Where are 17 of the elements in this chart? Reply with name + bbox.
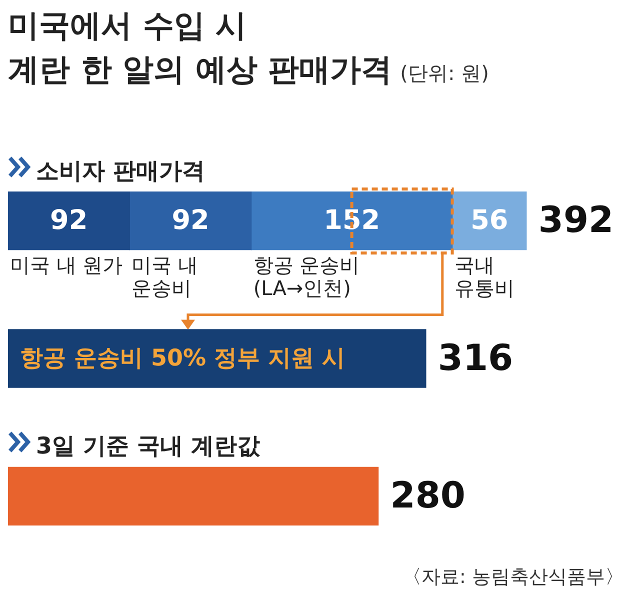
text: 〈자료: 농림축산식품부〉 <box>402 565 624 590</box>
total-label: 280 <box>390 476 466 517</box>
y-tick-label: 3일 기준 국내 계란값 <box>36 434 260 460</box>
data-label: 92 <box>172 204 210 236</box>
data-label: 92 <box>50 204 88 236</box>
chart-title: 미국에서 수입 시 계란 한 알의 예상 판매가격 <box>8 8 392 88</box>
series-label: 항공 운송비 50% 정부 지원 시 <box>20 345 346 372</box>
series-label: 항공 운송비 (LA→인천) <box>253 253 360 300</box>
total-label: 316 <box>438 338 514 379</box>
data-label: 56 <box>470 204 508 236</box>
series-label: 미국 내 원가 <box>10 253 123 278</box>
total-label: 392 <box>538 200 614 242</box>
chart-subtitle: (단위: 원) <box>400 61 489 85</box>
series-label: 미국 내 운송비 <box>132 253 198 300</box>
series-label: 국내 유통비 <box>454 253 514 300</box>
data-label: 152 <box>324 204 380 236</box>
y-tick-label: 소비자 판매가격 <box>36 158 206 184</box>
